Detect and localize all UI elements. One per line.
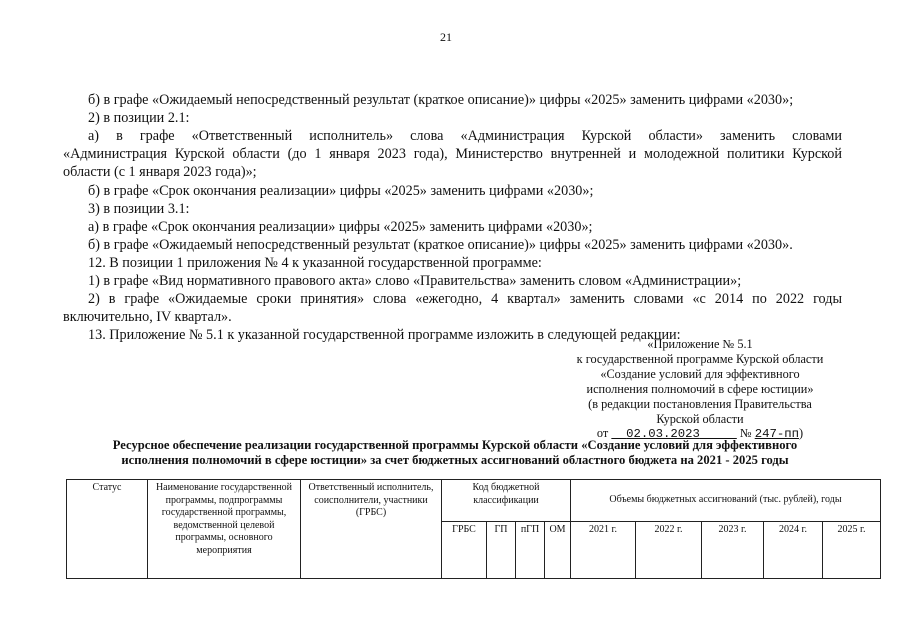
header-year: 2021 г.: [570, 521, 636, 579]
appendix-date: 02.03.2023: [626, 427, 700, 441]
body-line: 13. Приложение № 5.1 к указанной государ…: [88, 327, 681, 343]
header-status: Статус: [66, 479, 148, 579]
close-paren: ): [798, 426, 804, 440]
body-line: 12. В позиции 1 приложения № 4 к указанн…: [88, 255, 542, 271]
header-code-pgp: пГП: [515, 521, 545, 579]
header-year: 2022 г.: [635, 521, 702, 579]
appendix-line: Курской области: [656, 412, 744, 426]
table-title-line: исполнения полномочий в сфере юстиции» з…: [121, 453, 789, 467]
appendix-line: «Приложение № 5.1: [647, 337, 753, 351]
header-code-gp: ГП: [486, 521, 516, 579]
body-line: б) в графе «Ожидаемый непосредственный р…: [88, 92, 794, 108]
body-line: 3) в позиции 3.1:: [88, 201, 190, 217]
appendix-line: к государственной программе Курской обла…: [576, 352, 824, 366]
page-number: 21: [440, 30, 452, 44]
body-line: «Администрация Курской области (до 1 янв…: [63, 146, 842, 162]
body-line: 2) в позиции 2.1:: [88, 110, 190, 126]
header-year: 2023 г.: [701, 521, 764, 579]
header-code-om: ОМ: [544, 521, 571, 579]
body-line: а) в графе «Ответственный исполнитель» с…: [88, 128, 842, 144]
number-label: №: [739, 426, 752, 440]
resource-table: Статус Наименование государственной прог…: [66, 479, 881, 579]
body-line: б) в графе «Ожидаемый непосредственный р…: [88, 237, 793, 253]
header-budget-code: Код бюджетной классификации: [441, 479, 571, 522]
from-label: от: [596, 426, 609, 440]
header-year: 2024 г.: [763, 521, 823, 579]
appendix-number: 247-пп: [754, 427, 799, 441]
header-volumes: Объемы бюджетных ассигнований (тыс. рубл…: [570, 479, 881, 522]
appendix-line: исполнения полномочий в сфере юстиции»: [586, 382, 814, 396]
header-year: 2025 г.: [822, 521, 881, 579]
body-line: области (с 1 января 2023 года)»;: [63, 164, 257, 180]
body-line: 1) в графе «Вид нормативного правового а…: [88, 273, 742, 289]
appendix-line: (в редакции постановления Правительства: [588, 397, 812, 411]
table-title-line: Ресурсное обеспечение реализации государ…: [112, 438, 798, 452]
header-executor: Ответственный исполнитель, соисполнители…: [300, 479, 442, 579]
body-line: 2) в графе «Ожидаемые сроки принятия» сл…: [88, 291, 842, 307]
body-line: а) в графе «Срок окончания реализации» ц…: [88, 219, 593, 235]
appendix-line: «Создание условий для эффективного: [600, 367, 800, 381]
header-name: Наименование государственной программы, …: [147, 479, 301, 579]
appendix-date-line: от 02.03.2023 № 247-пп): [560, 426, 840, 442]
header-code-grbs: ГРБС: [441, 521, 487, 579]
body-line: включительно, IV квартал».: [63, 309, 232, 325]
body-line: б) в графе «Срок окончания реализации» ц…: [88, 183, 594, 199]
